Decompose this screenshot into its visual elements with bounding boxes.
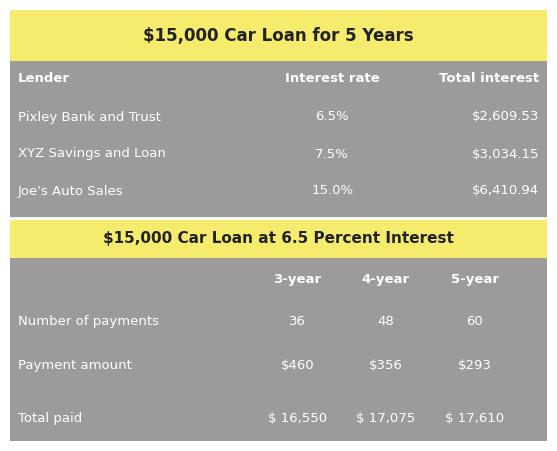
Text: $6,410.94: $6,410.94 [472,184,539,198]
Text: 4-year: 4-year [362,273,410,286]
Text: 15.0%: 15.0% [311,184,353,198]
Text: 5-year: 5-year [451,273,499,286]
Text: Joe's Auto Sales: Joe's Auto Sales [18,184,124,198]
Text: $ 17,610: $ 17,610 [445,412,504,425]
Text: $ 16,550: $ 16,550 [268,412,327,425]
Text: Lender: Lender [18,73,70,86]
Text: $2,609.53: $2,609.53 [472,110,539,124]
Text: 6.5%: 6.5% [315,110,349,124]
Text: Total paid: Total paid [18,412,82,425]
Text: XYZ Savings and Loan: XYZ Savings and Loan [18,147,166,161]
Text: 48: 48 [378,315,394,328]
Text: Number of payments: Number of payments [18,315,159,328]
Text: $ 17,075: $ 17,075 [356,412,416,425]
Text: $356: $356 [369,359,403,372]
Text: Payment amount: Payment amount [18,359,132,372]
Text: $293: $293 [457,359,491,372]
Text: $15,000 Car Loan for 5 Years: $15,000 Car Loan for 5 Years [143,27,414,45]
Text: Total interest: Total interest [439,73,539,86]
Text: 3-year: 3-year [273,273,321,286]
Bar [10,10,547,61]
Text: Pixley Bank and Trust: Pixley Bank and Trust [18,110,161,124]
Text: 60: 60 [466,315,483,328]
Text: Interest rate: Interest rate [285,73,379,86]
Text: $3,034.15: $3,034.15 [471,147,539,161]
Text: $460: $460 [281,359,314,372]
Text: $15,000 Car Loan at 6.5 Percent Interest: $15,000 Car Loan at 6.5 Percent Interest [103,230,454,245]
Bar [10,218,547,258]
Text: 36: 36 [289,315,306,328]
Text: 7.5%: 7.5% [315,147,349,161]
